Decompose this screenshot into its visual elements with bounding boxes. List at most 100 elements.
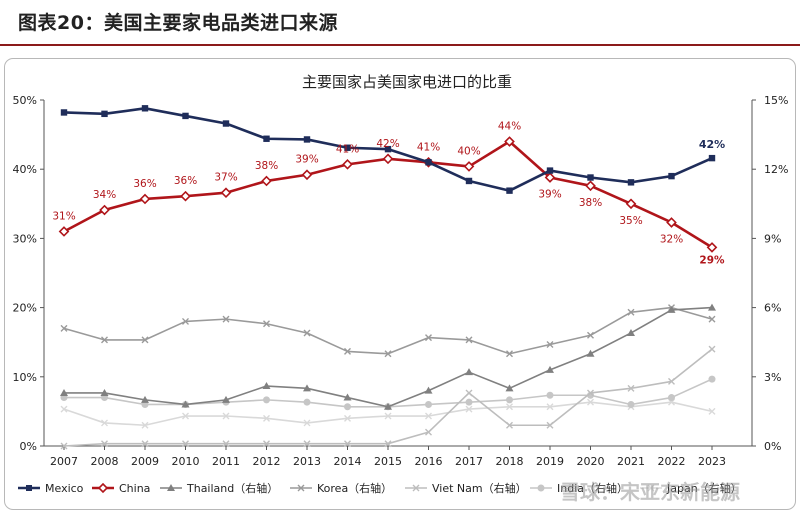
right-tick-label: 0% (764, 440, 781, 453)
right-tick-label: 15% (764, 94, 788, 107)
series-point (587, 389, 594, 397)
series-point (182, 317, 189, 325)
series-point (465, 368, 473, 376)
legend-label: India（右轴） (557, 481, 628, 495)
left-tick-label: 20% (13, 302, 37, 315)
x-tick-label: 2007 (50, 455, 78, 468)
series-3 (60, 304, 716, 358)
series-point (585, 180, 596, 192)
series-point (668, 172, 675, 180)
figure-title: 图表20：美国主要家电品类进口来源 (18, 12, 338, 34)
series-point (425, 400, 432, 408)
series-point (263, 414, 270, 422)
series-point (263, 135, 270, 142)
series-point (627, 400, 635, 408)
series-point (263, 320, 270, 328)
legend-label: Mexico (45, 482, 84, 495)
series-point (182, 412, 189, 420)
series-point (303, 329, 311, 337)
legend-label: China (119, 482, 150, 495)
series-point (58, 226, 70, 237)
china-data-label: 29% (699, 254, 725, 266)
series-point (343, 393, 352, 401)
left-tick-label: 10% (13, 371, 37, 384)
x-tick-label: 2023 (698, 455, 726, 468)
mexico-data-label: 42% (699, 138, 725, 151)
legend-marker (647, 484, 655, 492)
left-tick-label: 0% (20, 440, 37, 453)
series-point (463, 161, 475, 172)
legend-marker (537, 484, 545, 492)
china-data-label: 44% (498, 121, 521, 133)
series-point (546, 391, 554, 399)
x-tick-label: 2019 (536, 455, 564, 468)
china-data-label: 39% (538, 189, 561, 201)
series-line (63, 306, 713, 355)
china-data-label: 39% (295, 154, 318, 166)
x-tick-label: 2021 (617, 455, 645, 468)
x-tick-label: 2008 (91, 455, 119, 468)
legend-item: China (92, 482, 150, 495)
series-point (101, 336, 108, 344)
china-data-label: 31% (52, 210, 75, 222)
series-point (465, 389, 473, 397)
series-point (668, 394, 675, 402)
series-6 (60, 398, 716, 429)
chart-panel (4, 58, 796, 510)
series-point (303, 398, 311, 406)
series-point (384, 145, 392, 153)
series-point (60, 405, 68, 413)
series-0 (60, 105, 716, 194)
legend-marker (412, 484, 420, 492)
series-point (222, 440, 230, 448)
series-point (263, 440, 270, 448)
chart-title: 主要国家占美国家电进口的比重 (302, 73, 512, 91)
series-point (625, 198, 637, 210)
series-point (303, 136, 311, 143)
legend-label: Korea（右轴） (317, 481, 392, 495)
series-point (60, 442, 68, 450)
series-point (60, 324, 68, 332)
series-point (220, 187, 232, 199)
series-point (99, 204, 110, 216)
series-point (262, 382, 271, 390)
series-point (382, 153, 394, 165)
china-data-label: 38% (579, 197, 602, 209)
series-point (506, 350, 513, 358)
legend-label: Viet Nam（右轴） (432, 481, 527, 495)
china-data-label: 42% (376, 138, 399, 150)
series-point (141, 421, 149, 429)
series-point (424, 386, 433, 394)
series-point (506, 421, 513, 429)
x-tick-label: 2020 (577, 455, 605, 468)
series-point (303, 419, 311, 427)
series-point (708, 345, 716, 353)
series-point (425, 412, 432, 420)
legend-label: Thailand（右轴） (186, 481, 278, 495)
series-point (425, 334, 432, 342)
china-data-label: 41% (336, 143, 359, 155)
series-point (303, 384, 311, 392)
series-point (101, 419, 108, 427)
series-point (546, 403, 554, 411)
china-data-label: 32% (660, 233, 683, 245)
series-point (222, 412, 230, 420)
series-point (384, 402, 392, 410)
series-point (303, 440, 311, 448)
series-point (627, 308, 635, 316)
china-data-label: 35% (619, 215, 642, 227)
series-point (141, 336, 149, 344)
china-data-label: 34% (93, 189, 116, 201)
series-1 (58, 136, 718, 253)
series-point (587, 398, 594, 406)
series-point (546, 365, 554, 373)
legend-item: Viet Nam（右轴） (405, 481, 527, 495)
legend-item: India（右轴） (530, 481, 628, 495)
series-point (222, 395, 230, 403)
legend-marker (26, 485, 32, 491)
series-point (708, 375, 716, 383)
series-point (668, 377, 675, 385)
series-point (101, 440, 108, 448)
legend-item: Thailand（右轴） (160, 481, 278, 495)
